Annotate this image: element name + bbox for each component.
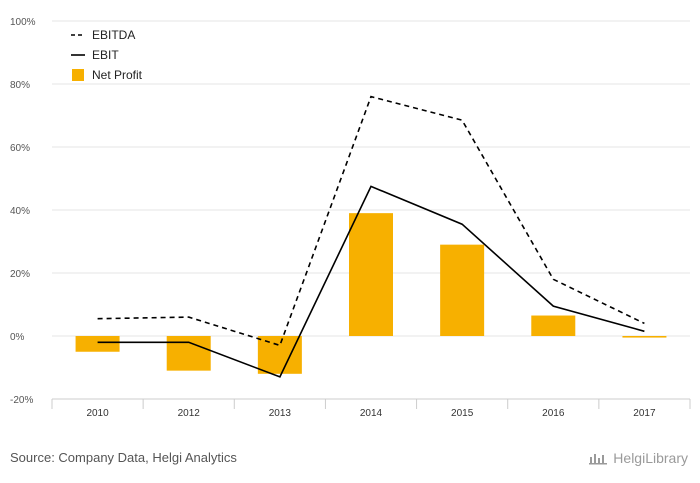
helgi-logo-icon <box>589 454 608 465</box>
y-tick-label: 20% <box>10 269 30 280</box>
bar-net-profit <box>622 336 667 338</box>
x-tick-label: 2017 <box>633 408 656 419</box>
x-tick-label: 2013 <box>269 408 292 419</box>
bar-net-profit <box>531 315 576 336</box>
brand-logo: HelgiLibrary <box>589 450 688 466</box>
net-profit-bars <box>75 213 667 374</box>
y-tick-label: -20% <box>10 395 33 406</box>
bar-net-profit <box>440 244 485 336</box>
chart: -20%0%20%40%60%80%100% 2010 2012 2013 2014 2… <box>10 17 691 419</box>
legend: EBITDA EBIT Net Profit <box>71 28 143 82</box>
source-note: Source: Company Data, Helgi Analytics <box>10 450 237 465</box>
line-ebit <box>97 185 645 378</box>
x-tick-label: 2014 <box>360 408 383 419</box>
y-tick-label: 100% <box>10 17 36 28</box>
y-tick-label: 40% <box>10 206 30 217</box>
legend-swatch-net-profit <box>72 69 84 81</box>
line-ebitda <box>97 95 645 347</box>
x-tick-label: 2016 <box>542 408 565 419</box>
series-lines <box>97 95 645 378</box>
y-axis-ticks: -20% 0% 20% 40% 60% 80% 100% <box>10 17 36 406</box>
bar-net-profit <box>349 213 393 336</box>
y-tick-label: 60% <box>10 143 30 154</box>
brand-name: HelgiLibrary <box>613 450 688 466</box>
x-tick-label: 2010 <box>86 408 109 419</box>
bar-net-profit <box>257 336 302 374</box>
x-axis: 2010 2012 2013 2014 2015 2016 2017 <box>51 398 691 419</box>
legend-label: EBIT <box>92 48 119 62</box>
x-tick-label: 2012 <box>178 408 201 419</box>
x-tick-label: 2015 <box>451 408 474 419</box>
legend-label: Net Profit <box>92 68 143 82</box>
y-tick-label: 80% <box>10 80 30 91</box>
y-tick-label: 0% <box>10 332 25 343</box>
bar-net-profit <box>75 336 120 352</box>
legend-label: EBITDA <box>92 28 135 42</box>
bar-net-profit <box>166 336 211 371</box>
